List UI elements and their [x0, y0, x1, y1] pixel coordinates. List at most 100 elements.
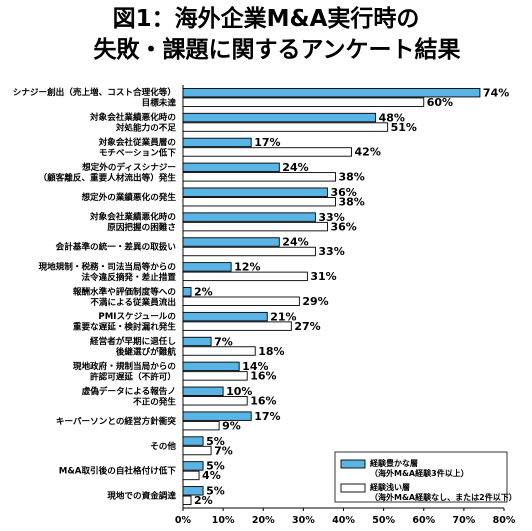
bar-inexperienced [182, 396, 248, 406]
category-label: （顧客離反、重要人材流出等）発生 [38, 171, 176, 183]
data-label: 36% [330, 186, 356, 199]
category-label: 対象会社業績悪化時の [89, 211, 176, 223]
bar-experienced [182, 162, 280, 173]
category-label: 許認可遅延（不許可） [90, 370, 176, 382]
data-label: 5% [206, 435, 225, 448]
data-label: 10% [226, 385, 252, 398]
data-label: 5% [206, 460, 225, 473]
data-label: 17% [254, 410, 280, 423]
bar-experienced [182, 112, 377, 123]
category-label: PMIスケジュールの [98, 311, 176, 322]
data-label: 24% [282, 236, 308, 249]
category-label: その他 [150, 440, 176, 452]
data-label: 42% [355, 146, 381, 159]
bar-experienced [182, 212, 316, 222]
data-label: 7% [214, 335, 233, 348]
bar-inexperienced [182, 445, 212, 456]
category-label: 原因把握の困難さ [107, 221, 176, 233]
category-label: 想定外の業績悪化の発生 [80, 191, 176, 203]
data-label: 9% [222, 419, 241, 432]
x-tick-label: 50% [372, 515, 395, 526]
data-label: 38% [338, 171, 364, 184]
category-label: シナジー創出（売上増、コスト合理化等） [13, 86, 176, 98]
bar-experienced [182, 237, 280, 247]
data-label: 16% [250, 395, 276, 408]
legend-swatch-inexperienced [340, 483, 366, 493]
bar-experienced [182, 137, 252, 148]
x-tick-label: 0% [175, 515, 192, 526]
data-label: 29% [302, 295, 328, 308]
bar-experienced [182, 287, 192, 297]
category-label: 現地政府・規制当局からの [73, 360, 176, 372]
x-tick-label: 80% [493, 515, 516, 526]
category-label: 法令違反摘発・差止措置 [81, 271, 176, 283]
data-label: 18% [258, 345, 284, 358]
bar-inexperienced [182, 197, 336, 207]
data-label: 48% [379, 111, 405, 124]
bar-inexperienced [182, 296, 300, 306]
category-label: 現地規制・税務・司法当局等からの [38, 260, 176, 272]
category-label: 目標未達 [142, 97, 177, 109]
legend-label: 経験豊かな層 [370, 458, 418, 468]
bar-experienced [182, 461, 204, 471]
category-label: 会計基準の統一・差異の取扱い [56, 241, 177, 253]
bar-inexperienced [182, 470, 200, 481]
category-label: 不満による従業員流出 [90, 296, 176, 308]
category-label: モチベーション低下 [99, 146, 177, 158]
data-label: 33% [318, 245, 344, 258]
bar-inexperienced [182, 346, 256, 356]
bar-inexperienced [182, 122, 389, 132]
category-label: 想定外のディスシナジー [81, 161, 176, 173]
category-label: 対象会社従業員層の [98, 136, 176, 148]
category-label: 重要な遅延・検討漏れ発生 [73, 321, 177, 333]
bar-experienced [182, 262, 232, 272]
x-tick-label: 70% [453, 515, 476, 526]
bar-experienced [182, 436, 204, 446]
data-label: 5% [206, 485, 225, 498]
legend-label: （海外M&A経験なし、または2件以下） [370, 492, 517, 502]
bar-experienced [182, 311, 268, 322]
bar-experienced [182, 386, 224, 396]
data-label: 74% [483, 86, 509, 99]
data-label: 36% [330, 220, 356, 233]
bar-experienced [182, 361, 240, 372]
data-label: 7% [214, 444, 233, 457]
bar-experienced [182, 87, 481, 98]
bar-inexperienced [182, 221, 328, 232]
chart-title-line2: 失敗・課題に関するアンケート結果 [93, 37, 461, 63]
x-tick-label: 30% [292, 515, 315, 526]
bar-inexperienced [182, 321, 292, 331]
bar-inexperienced [182, 420, 220, 431]
data-label: 14% [242, 360, 268, 373]
legend-label: 経験浅い層 [370, 482, 410, 492]
data-label: 60% [427, 96, 453, 109]
category-label: 経営者が早期に退任し [90, 335, 176, 347]
data-label: 51% [391, 121, 417, 134]
bar-experienced [182, 187, 328, 197]
data-label: 2% [194, 494, 213, 507]
category-label: 対処能力の不足 [115, 122, 177, 134]
data-label: 2% [194, 286, 213, 299]
data-label: 12% [234, 261, 260, 274]
data-label: 27% [294, 320, 320, 333]
chart-title: 図1：海外企業M&A実行時の 失敗・課題に関するアンケート結果 [0, 4, 532, 66]
category-label: 現地での資金調達 [107, 490, 176, 502]
bar-inexperienced [182, 371, 248, 381]
chart-title-line1: 図1：海外企業M&A実行時の [112, 6, 420, 32]
legend-swatch-experienced [340, 459, 366, 469]
x-tick-label: 60% [412, 515, 435, 526]
category-label: キーパーソンとの経営方針衝突 [56, 415, 177, 427]
bar-inexperienced [182, 172, 336, 182]
x-tick-label: 20% [252, 515, 275, 526]
data-label: 16% [250, 370, 276, 383]
data-label: 4% [202, 469, 221, 482]
x-tick-label: 10% [212, 515, 235, 526]
bar-inexperienced [182, 495, 192, 506]
data-label: 21% [270, 310, 296, 323]
data-label: 38% [338, 195, 364, 208]
bar-experienced [182, 411, 252, 421]
data-label: 33% [318, 211, 344, 224]
data-label: 31% [310, 270, 336, 283]
x-tick-label: 40% [332, 515, 355, 526]
